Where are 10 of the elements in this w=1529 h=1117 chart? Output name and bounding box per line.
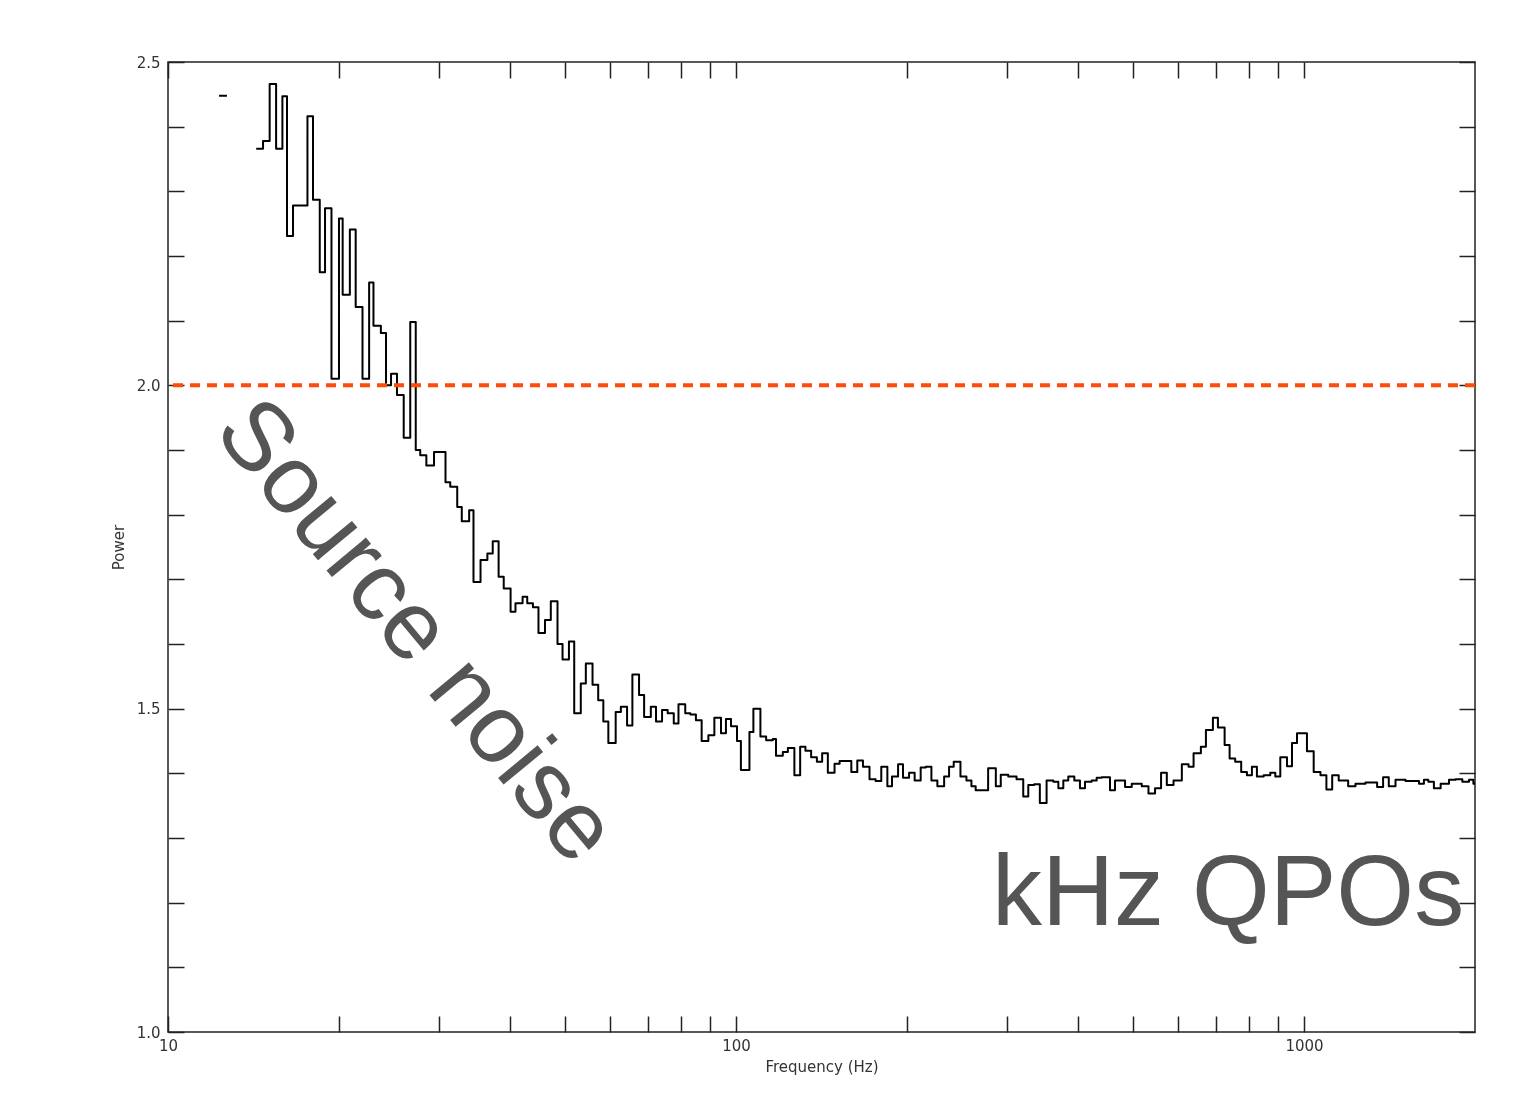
y-tick-label: 1.5 [136,700,161,719]
x-axis-title: Frequency (Hz) [765,1057,879,1076]
x-tick-label: 10 [158,1036,179,1055]
y-tick-label: 2.0 [136,376,161,395]
annotation: kHz QPOs [991,834,1465,946]
y-tick-label: 2.5 [136,53,161,72]
x-tick-label: 1000 [1285,1036,1324,1055]
y-tick-label: 1.0 [136,1023,161,1042]
x-tick-label: 100 [722,1036,751,1055]
y-axis-title: Power [109,524,128,571]
